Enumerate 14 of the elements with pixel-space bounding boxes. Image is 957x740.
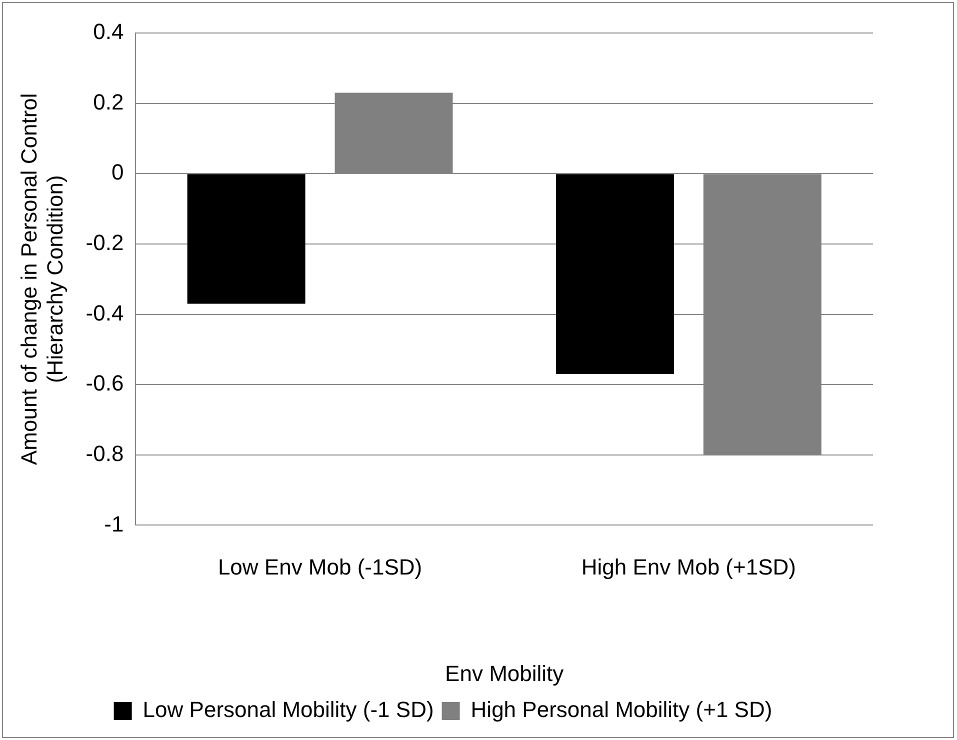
y-tick-label: -0.4	[86, 300, 124, 326]
x-axis-title: Env Mobility	[445, 660, 564, 686]
y-tick-label: -1	[104, 511, 124, 536]
y-tick-label: 0.4	[93, 19, 124, 44]
y-tick-label: -0.8	[86, 440, 124, 466]
y-tick-label: -0.6	[86, 370, 124, 396]
x-tick-label: Low Env Mob (-1SD)	[218, 554, 422, 580]
x-tick-label: High Env Mob (+1SD)	[581, 554, 796, 580]
legend-label: High Personal Mobility (+1 SD)	[470, 697, 772, 722]
y-axis-title: Amount of change in Personal Control (Hierarchy Condition)	[16, 93, 68, 465]
legend-label: Low Personal Mobility (-1 SD)	[142, 697, 434, 722]
y-tick-label: 0	[111, 160, 124, 185]
y-tick-label: 0.2	[93, 89, 124, 114]
y-tick-label: -0.2	[86, 230, 124, 256]
